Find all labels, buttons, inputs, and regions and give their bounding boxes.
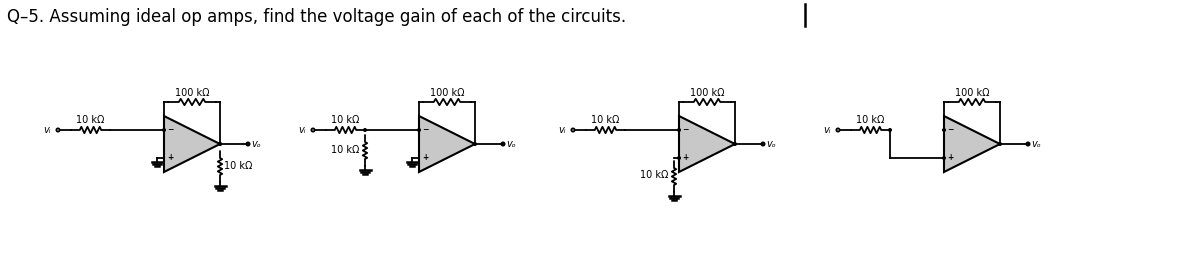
Text: 10 kΩ: 10 kΩ [640,170,668,180]
Circle shape [678,129,680,131]
Text: 100 kΩ: 100 kΩ [175,88,209,98]
Text: −: − [947,125,953,135]
Text: vₒ: vₒ [506,139,516,149]
Circle shape [998,143,1001,145]
Text: 100 kΩ: 100 kΩ [690,88,725,98]
Text: 10 kΩ: 10 kΩ [592,115,619,125]
Text: 10 kΩ: 10 kΩ [857,115,884,125]
Text: 10 kΩ: 10 kΩ [331,115,360,125]
Polygon shape [164,116,220,172]
Text: Q–5. Assuming ideal op amps, find the voltage gain of each of the circuits.: Q–5. Assuming ideal op amps, find the vo… [7,8,626,26]
Text: vₒ: vₒ [1031,139,1040,149]
Circle shape [418,129,420,131]
Polygon shape [679,116,734,172]
Text: +: + [682,153,688,163]
Circle shape [733,143,737,145]
Text: 100 kΩ: 100 kΩ [955,88,989,98]
Circle shape [889,129,892,131]
Polygon shape [419,116,475,172]
Text: −: − [682,125,688,135]
Circle shape [218,143,221,145]
Text: vᵢ: vᵢ [299,125,306,135]
Text: +: + [947,153,953,163]
Text: vₒ: vₒ [766,139,775,149]
Text: −: − [422,125,428,135]
Circle shape [364,129,366,131]
Text: +: + [167,153,173,163]
Text: −: − [167,125,173,135]
Text: vₒ: vₒ [251,139,260,149]
Text: 10 kΩ: 10 kΩ [224,161,252,171]
Polygon shape [944,116,1000,172]
Text: 100 kΩ: 100 kΩ [430,88,464,98]
Text: 10 kΩ: 10 kΩ [331,145,359,155]
Text: vᵢ: vᵢ [43,125,50,135]
Circle shape [678,157,680,159]
Circle shape [943,129,946,131]
Text: vᵢ: vᵢ [558,125,566,135]
Text: vᵢ: vᵢ [823,125,830,135]
Circle shape [474,143,476,145]
Circle shape [943,157,946,159]
Text: 10 kΩ: 10 kΩ [77,115,104,125]
Text: +: + [422,153,428,163]
Circle shape [218,143,221,145]
Circle shape [163,129,166,131]
